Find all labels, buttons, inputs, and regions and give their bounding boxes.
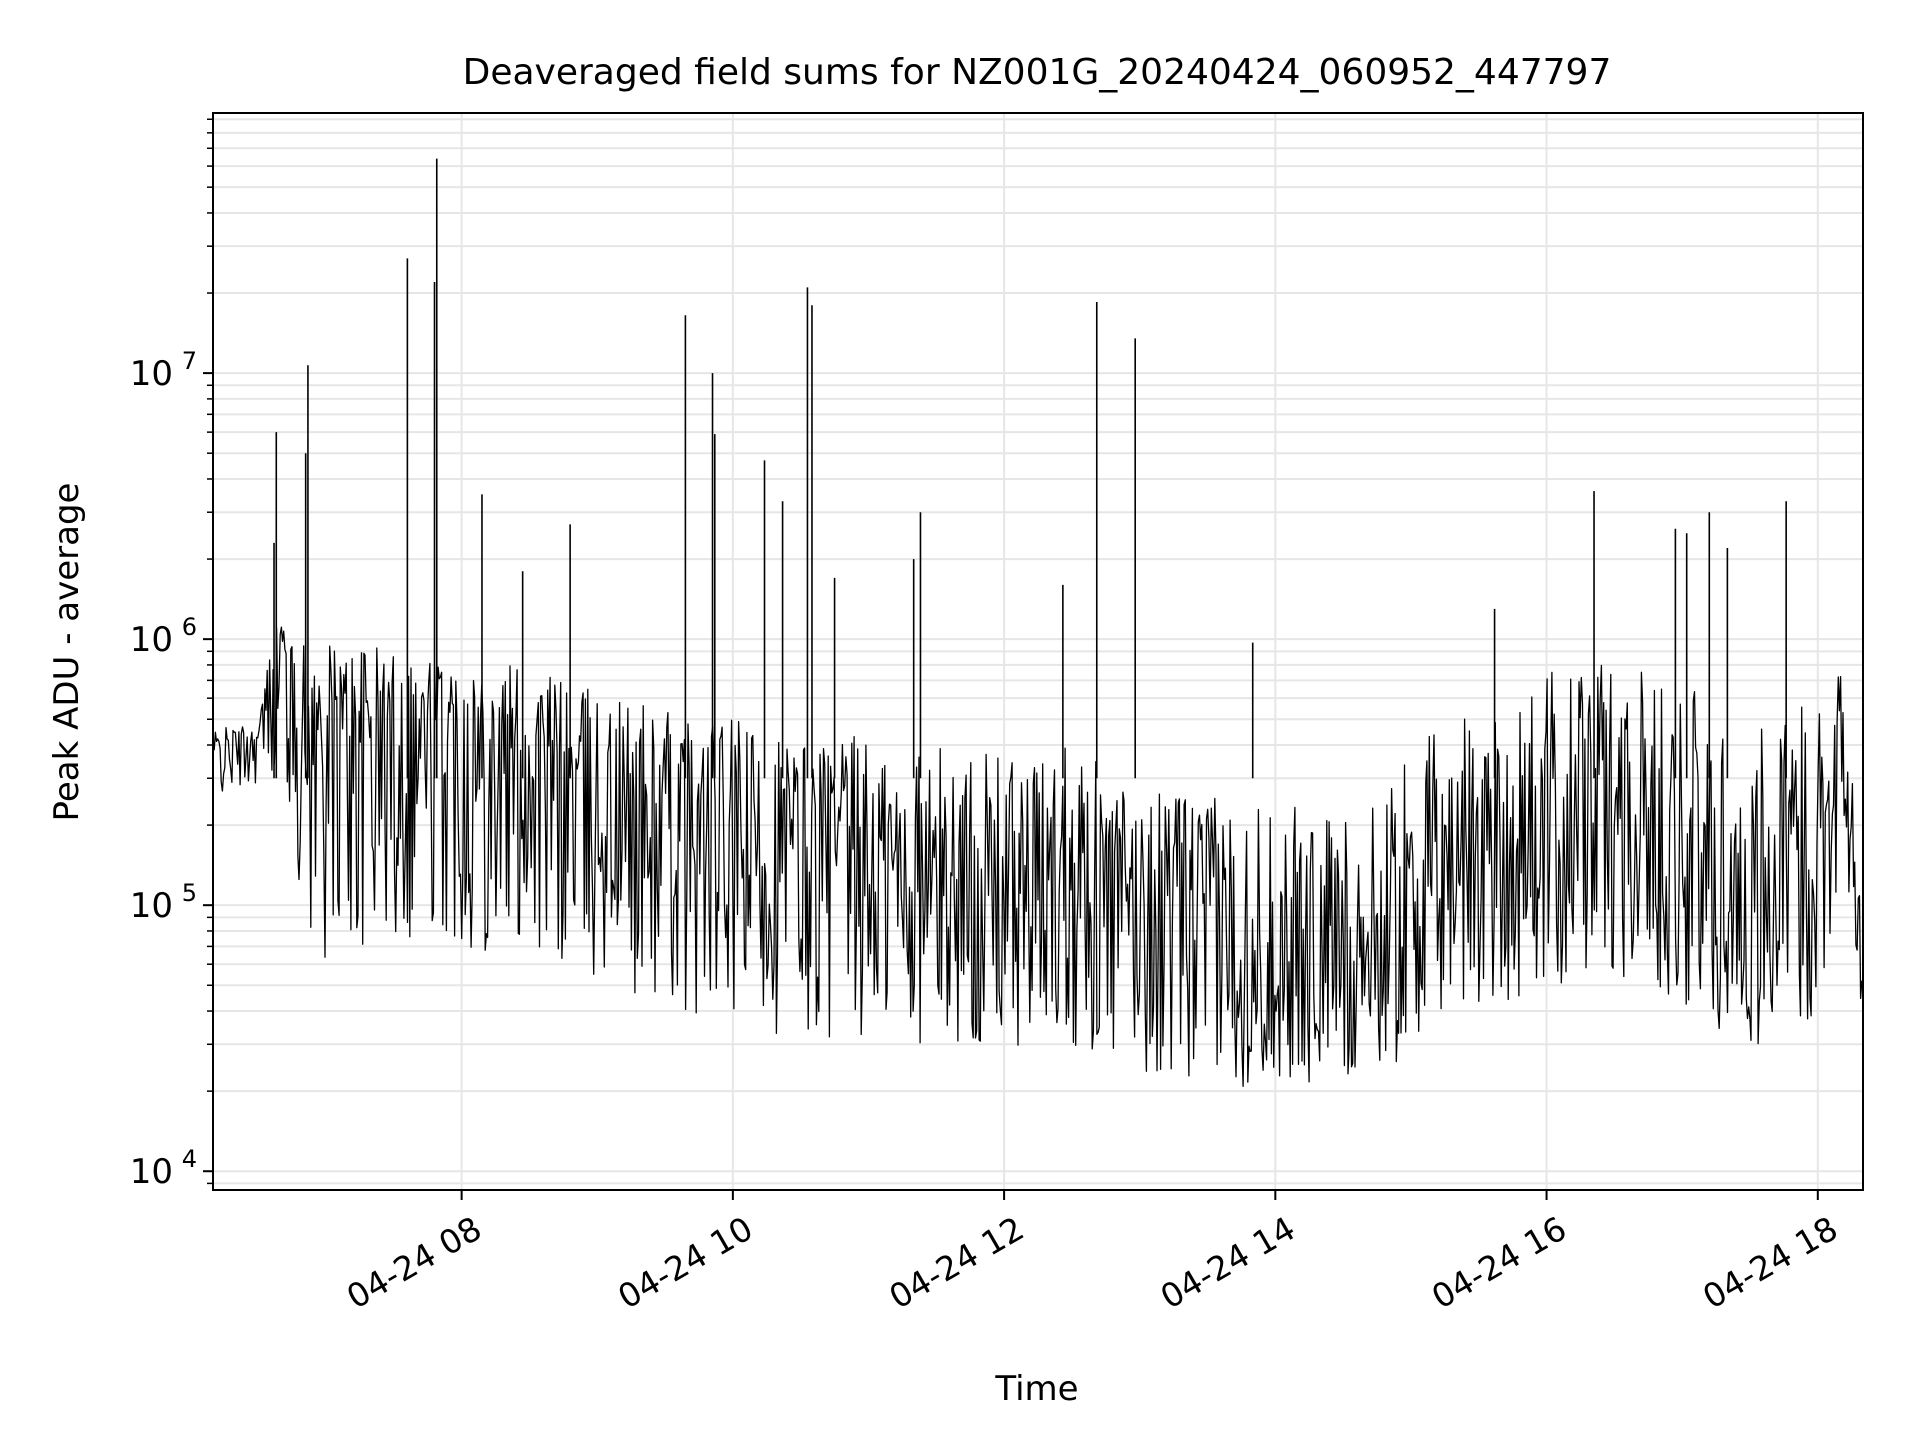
y-tick-exponent: 6 [182, 613, 197, 641]
y-tick-exponent: 5 [182, 879, 197, 907]
y-tick-label: 10 [130, 354, 173, 394]
y-tick-label: 10 [130, 1152, 173, 1192]
x-axis-label: Time [994, 1369, 1078, 1409]
y-tick-exponent: 4 [182, 1145, 197, 1173]
plot-area [213, 158, 1863, 1087]
y-tick-label: 10 [130, 620, 173, 660]
chart-title: Deaveraged field sums for NZ001G_2024042… [463, 52, 1612, 93]
y-tick-label: 10 [130, 886, 173, 926]
series-line [213, 626, 1863, 1087]
y-tick-exponent: 7 [182, 347, 197, 375]
y-axis: 10 4 10 5 10 6 10 7 [130, 118, 213, 1192]
y-axis-label: Peak ADU - average [47, 483, 87, 822]
